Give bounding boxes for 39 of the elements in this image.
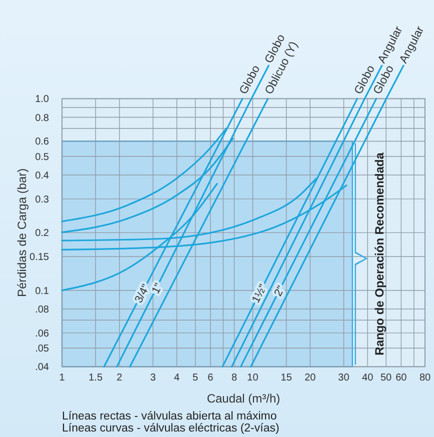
x-tick-label: 60	[396, 372, 408, 384]
y-axis-title: Pérdidas de Carga (bar)	[15, 168, 29, 298]
x-tick-label: 10	[247, 372, 259, 384]
x-tick-label: 50	[380, 372, 392, 384]
y-tick-label: 0.2	[35, 228, 50, 240]
x-tick-label: 3	[150, 372, 156, 384]
y-tick-label: 0.5	[35, 152, 50, 163]
x-tick-label: 20	[304, 372, 316, 384]
x-axis-title: Caudal (m³/h)	[206, 392, 280, 406]
x-tick-label: 6	[208, 372, 214, 384]
x-tick-label: 30	[338, 372, 350, 384]
y-tick-label: 0.3	[35, 194, 50, 206]
y-tick-label: 0.15	[30, 252, 50, 264]
annotation: 1"	[150, 281, 166, 296]
y-tick-label: 0.8	[35, 112, 50, 124]
annotation: Rango de Operación Recomendada	[372, 152, 386, 356]
x-tick-label: 2	[116, 372, 123, 384]
x-tick-label: 1	[59, 372, 66, 384]
x-tick-label: 1.5	[88, 372, 103, 384]
y-tick-label: .08	[35, 304, 50, 316]
y-tick-label: 0.1	[35, 286, 50, 297]
y-tick-label: .06	[35, 328, 50, 340]
y-tick-label: 0.6	[35, 136, 50, 148]
x-tick-label: 80	[419, 372, 431, 384]
y-tick-label: 1.0	[35, 94, 50, 106]
text: Líneas curvas - válvulas eléctricas (2-vías)	[62, 422, 280, 435]
x-tick-label: 5	[192, 372, 199, 384]
annotation: 1½"	[250, 282, 270, 306]
x-tick-label: 40	[362, 372, 374, 384]
x-tick-label: 15	[280, 372, 292, 384]
text: Globo	[238, 64, 263, 96]
text: Líneas rectas - válvulas abierta al máximo	[62, 410, 277, 423]
annotation: 2"	[272, 284, 288, 298]
x-tick-label: 8	[231, 372, 238, 384]
x-tick-label: 4	[174, 372, 180, 384]
y-tick-label: 0.4	[35, 170, 50, 182]
y-tick-label: .05	[35, 344, 50, 355]
y-tick-label: .04	[35, 362, 50, 374]
annotation: 3/4"	[132, 282, 152, 306]
